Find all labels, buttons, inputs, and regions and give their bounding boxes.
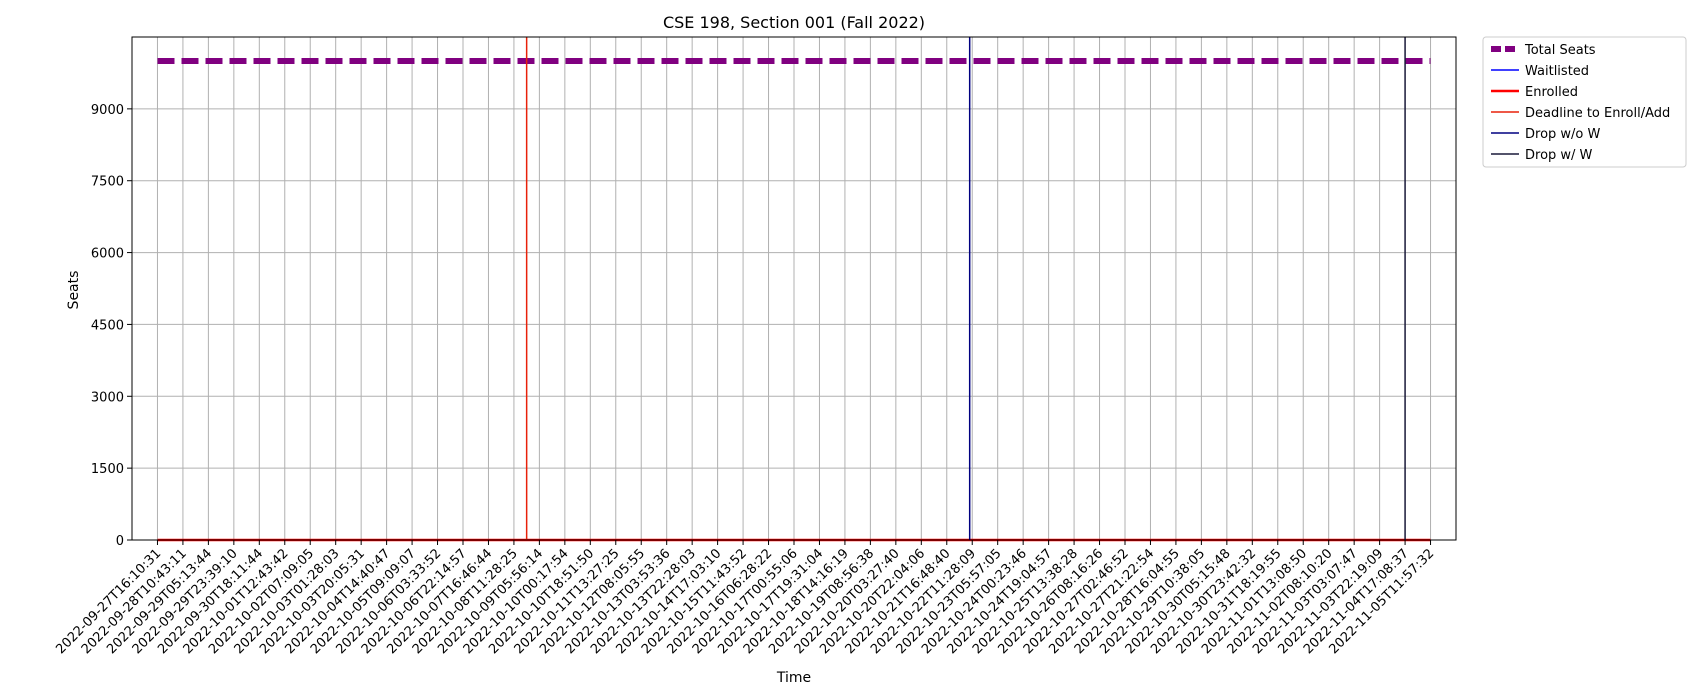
- legend-drop-without-w-label: Drop w/o W: [1525, 127, 1601, 142]
- grid-lines: [132, 37, 1456, 541]
- legend-deadline-label: Deadline to Enroll/Add: [1525, 106, 1670, 121]
- y-tick-label: 7500: [91, 175, 124, 190]
- legend-waitlisted-label: Waitlisted: [1525, 64, 1589, 79]
- plot-frame: [131, 36, 1457, 541]
- y-axis-label: Seats: [66, 271, 82, 310]
- y-tick-label: 9000: [91, 103, 124, 118]
- chart-title: CSE 198, Section 001 (Fall 2022): [663, 13, 925, 32]
- legend-total-seats-label: Total Seats: [1524, 43, 1596, 58]
- legend: Total Seats Waitlisted Enrolled Deadline to…: [1482, 36, 1687, 168]
- axes: 2022-09-27T16:10:312022-09-28T10:43:1120…: [53, 36, 1457, 657]
- y-tick-label: 4500: [91, 318, 124, 333]
- y-tick-label: 6000: [91, 247, 124, 262]
- legend-enrolled-label: Enrolled: [1525, 85, 1578, 100]
- x-axis-label: Time: [776, 670, 811, 686]
- legend-drop-with-w-label: Drop w/ W: [1525, 148, 1593, 163]
- y-tick-label: 0: [116, 534, 124, 549]
- legend-box: [1482, 36, 1687, 168]
- y-tick-label: 1500: [91, 462, 124, 477]
- y-tick-label: 3000: [91, 390, 124, 405]
